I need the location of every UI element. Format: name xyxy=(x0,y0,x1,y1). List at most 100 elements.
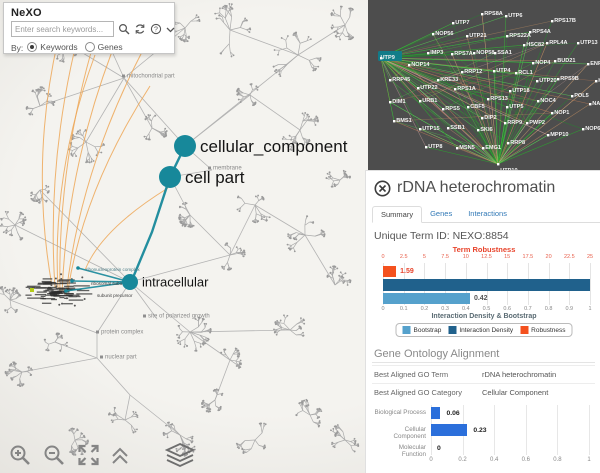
gene-node[interactable] xyxy=(481,117,484,120)
gene-node[interactable] xyxy=(551,20,554,23)
gene-node[interactable] xyxy=(393,120,396,123)
radio-keywords[interactable]: Keywords xyxy=(27,42,78,52)
fit-to-screen-button[interactable] xyxy=(76,443,101,467)
gene-node[interactable] xyxy=(447,127,450,130)
map-label: protein complex xyxy=(101,330,143,336)
gene-node-label: ENP1 xyxy=(590,61,600,67)
gene-node-label: RPL4A xyxy=(549,40,567,46)
gene-node[interactable] xyxy=(509,90,512,93)
term-node-label: cellular_component xyxy=(200,137,348,156)
gene-node[interactable] xyxy=(389,101,392,104)
gene-node[interactable] xyxy=(432,33,435,36)
gene-node[interactable] xyxy=(515,72,518,75)
gene-node[interactable] xyxy=(571,95,574,98)
gene-node[interactable] xyxy=(481,13,484,16)
gene-node-label: EMG1 xyxy=(485,145,501,151)
gene-node[interactable] xyxy=(442,108,445,111)
gene-node[interactable] xyxy=(417,87,420,90)
gene-node[interactable] xyxy=(380,57,383,60)
gene-node[interactable] xyxy=(537,100,540,103)
gene-node[interactable] xyxy=(419,100,422,103)
gene-node[interactable] xyxy=(523,44,526,47)
tab-genes[interactable]: Genes xyxy=(430,209,453,218)
gene-node[interactable] xyxy=(425,146,428,149)
gene-node[interactable] xyxy=(554,60,557,63)
map-node[interactable] xyxy=(100,355,103,359)
term-title: rDNA heterochromatin xyxy=(397,179,556,196)
collapse-all-button[interactable] xyxy=(111,446,129,467)
gene-node[interactable] xyxy=(461,71,464,74)
zoom-out-button[interactable] xyxy=(42,443,66,467)
gene-node[interactable] xyxy=(529,31,532,34)
gene-node[interactable] xyxy=(493,70,496,73)
gene-node-label: POL5 xyxy=(574,93,589,99)
close-icon[interactable] xyxy=(374,180,391,197)
map-node[interactable] xyxy=(96,330,99,334)
gene-node[interactable] xyxy=(595,80,598,83)
help-icon[interactable]: ? xyxy=(150,23,162,35)
map-node[interactable] xyxy=(143,314,146,318)
gene-node[interactable] xyxy=(557,78,560,81)
gene-node[interactable] xyxy=(589,103,592,106)
gene-node[interactable] xyxy=(551,112,554,115)
refresh-icon[interactable] xyxy=(134,23,146,35)
term-node-intracellular[interactable] xyxy=(122,274,138,290)
gene-node[interactable] xyxy=(577,42,580,45)
gene-node[interactable] xyxy=(389,79,392,82)
gene-network-panel[interactable]: UTP9 NOP56 UTP7 RPS8A UTP6 RPS17B UTP21 RPS22A R… xyxy=(368,0,600,170)
gene-node[interactable] xyxy=(526,122,529,125)
map-node[interactable] xyxy=(122,74,125,78)
gene-node[interactable] xyxy=(451,53,454,56)
gene-node[interactable] xyxy=(587,63,590,66)
gene-node[interactable] xyxy=(473,52,476,55)
gene-node-label: RRP9 xyxy=(507,120,522,126)
map-label: site of polarized growth xyxy=(148,314,210,320)
chevron-down-icon[interactable] xyxy=(166,25,175,34)
gene-node[interactable] xyxy=(494,52,497,55)
gene-node-label: PWP2 xyxy=(529,120,545,126)
tab-interactions[interactable]: Interactions xyxy=(468,209,507,218)
gene-node[interactable] xyxy=(506,106,509,109)
gene-node[interactable] xyxy=(456,147,459,150)
category-label: Biological Process xyxy=(374,409,426,416)
gene-node[interactable] xyxy=(487,98,490,101)
gene-node-label: UTP7 xyxy=(455,20,469,26)
gene-node[interactable] xyxy=(452,22,455,25)
gene-node[interactable] xyxy=(504,122,507,125)
gene-node-label: NAN1 xyxy=(592,101,600,107)
gene-node[interactable] xyxy=(507,142,510,145)
bar-robustness xyxy=(383,266,397,277)
gene-node[interactable] xyxy=(497,163,500,166)
gene-node[interactable] xyxy=(482,147,485,150)
gene-node-label: NOP58 xyxy=(476,50,494,56)
radio-genes[interactable]: Genes xyxy=(84,42,123,52)
gene-node[interactable] xyxy=(419,128,422,131)
term-node-cell-part[interactable] xyxy=(159,166,181,188)
gene-node[interactable] xyxy=(467,106,470,109)
map-node[interactable] xyxy=(208,166,211,170)
gene-node[interactable] xyxy=(454,88,457,91)
gene-node[interactable] xyxy=(546,42,549,45)
search-input[interactable] xyxy=(11,21,114,37)
gene-node[interactable] xyxy=(466,35,469,38)
gene-node-label: BMS1 xyxy=(396,118,412,124)
gene-node[interactable] xyxy=(547,134,550,137)
gene-node[interactable] xyxy=(536,80,539,83)
gene-node-label: KRR1 xyxy=(598,78,600,84)
zoom-in-button[interactable] xyxy=(8,443,32,467)
gene-node[interactable] xyxy=(427,52,430,55)
tab-summary[interactable]: Summary xyxy=(372,206,423,223)
gene-node[interactable] xyxy=(532,62,535,65)
layers-button[interactable] xyxy=(165,443,195,467)
search-icon[interactable] xyxy=(118,23,130,35)
gene-node-label: RPS17B xyxy=(554,18,576,24)
search-panel: NeXO ? By: Keywords Genes xyxy=(3,2,175,54)
gene-node[interactable] xyxy=(408,64,411,67)
gene-node[interactable] xyxy=(477,129,480,132)
gene-node[interactable] xyxy=(505,15,508,18)
gene-node[interactable] xyxy=(582,128,585,131)
gene-node[interactable] xyxy=(506,35,509,38)
term-node-cellular-component[interactable] xyxy=(174,135,196,157)
gene-node[interactable] xyxy=(437,79,440,82)
